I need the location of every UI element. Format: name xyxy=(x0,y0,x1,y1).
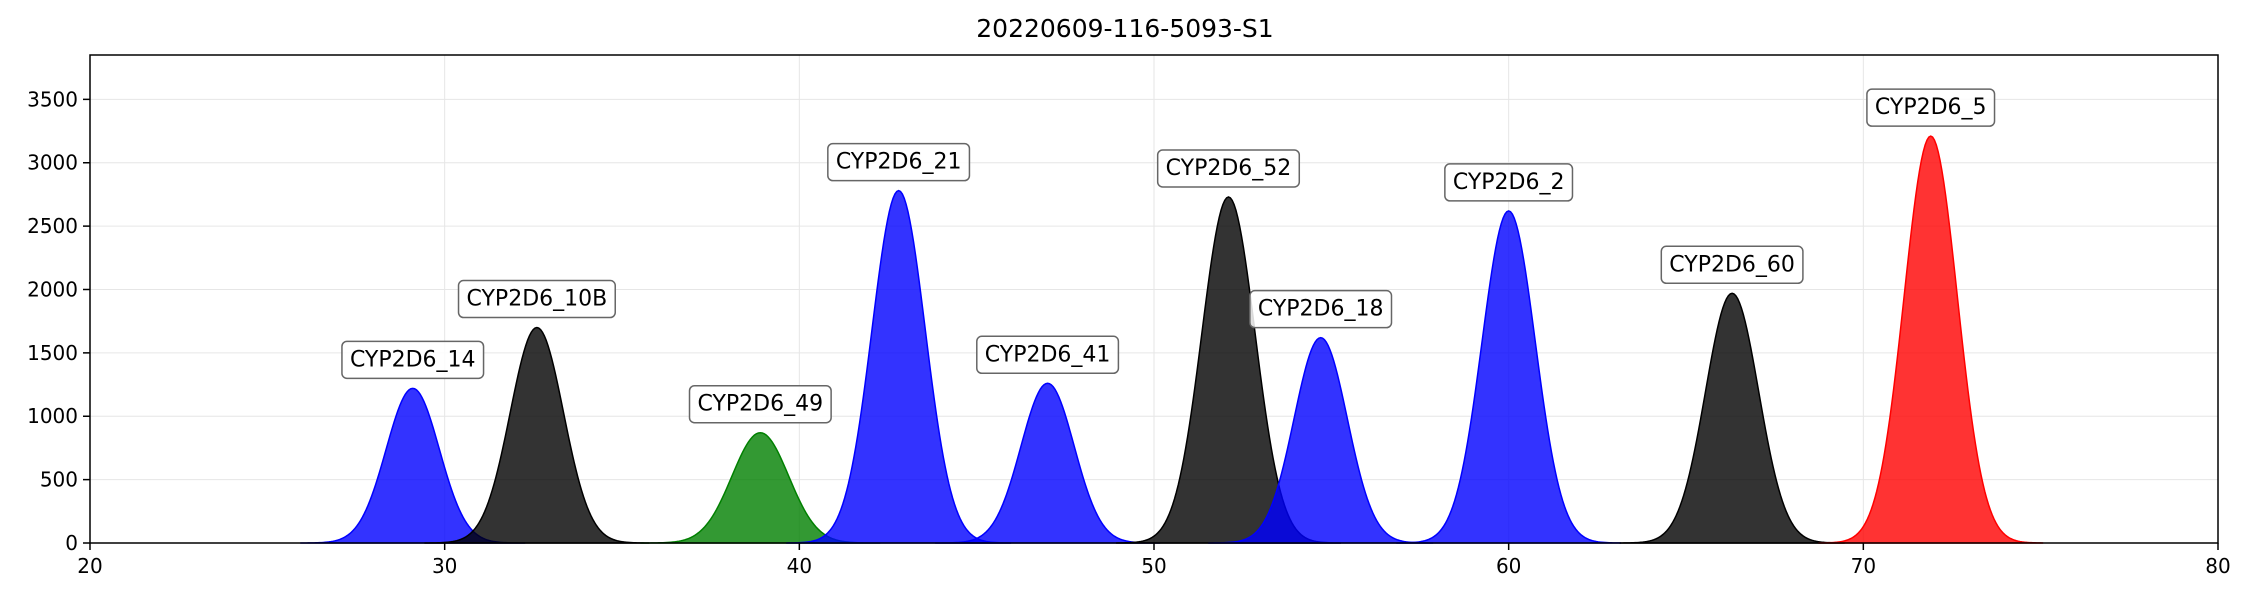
peak-label-box xyxy=(688,384,832,424)
x-tick-label: 60 xyxy=(1496,554,1521,578)
peak-label-box xyxy=(1249,289,1393,329)
y-tick-label: 2000 xyxy=(27,277,78,301)
peak-label-text: CYP2D6_52 xyxy=(1166,156,1292,181)
peak-area xyxy=(935,382,1161,544)
peak-label: CYP2D6_2 xyxy=(1444,163,1574,202)
peak-area xyxy=(1208,336,1434,544)
peak-label-text: CYP2D6_14 xyxy=(350,347,476,372)
y-tick-label: 0 xyxy=(65,531,78,555)
chart-title: 20220609-116-5093-S1 xyxy=(976,14,1274,43)
peak-label-box xyxy=(457,279,616,319)
x-tick-label: 40 xyxy=(787,554,812,578)
peak-label-box xyxy=(1156,149,1301,188)
peak-area xyxy=(786,189,1012,544)
x-tick-label: 50 xyxy=(1141,554,1166,578)
peak-area xyxy=(1396,210,1622,544)
peak-label-text: CYP2D6_49 xyxy=(698,392,824,417)
peak-labels: CYP2D6_14 CYP2D6_10B CYP2D6_49 CYP2D6_21 CYP… xyxy=(341,88,1996,424)
y-tick-label: 1500 xyxy=(27,341,78,365)
peak-label: CYP2D6_5 xyxy=(1866,88,1996,127)
y-tick-label: 500 xyxy=(40,468,78,492)
y-tick-label: 3000 xyxy=(27,151,78,175)
peak-label: CYP2D6_60 xyxy=(1660,245,1804,285)
peak-label-box xyxy=(1660,245,1804,285)
peak-label-box xyxy=(827,142,971,182)
peak-label-text: CYP2D6_10B xyxy=(467,287,608,312)
peak-label-text: CYP2D6_21 xyxy=(836,150,962,175)
peak-label: CYP2D6_10B xyxy=(457,279,616,319)
peak-label: CYP2D6_41 xyxy=(976,335,1120,375)
peak-area xyxy=(1818,135,2044,544)
peak-label-box xyxy=(976,335,1120,375)
peak-label-box xyxy=(1866,88,1996,127)
peaks xyxy=(300,135,2044,544)
peak-label: CYP2D6_18 xyxy=(1249,289,1393,329)
axis-ticks: 20 30 40 50 60 70 80 0 500 1000 1500 2000 2500 3000 35… xyxy=(27,87,2231,578)
peak-label: CYP2D6_14 xyxy=(341,340,485,380)
peak-label: CYP2D6_52 xyxy=(1156,149,1301,188)
peak-label: CYP2D6_49 xyxy=(688,384,832,424)
peak-label-text: CYP2D6_5 xyxy=(1875,95,1987,120)
peak-label-text: CYP2D6_60 xyxy=(1669,252,1795,277)
peak-label-text: CYP2D6_2 xyxy=(1453,170,1565,195)
x-tick-label: 80 xyxy=(2205,554,2230,578)
peak-label-text: CYP2D6_18 xyxy=(1258,297,1384,322)
y-tick-label: 2500 xyxy=(27,214,78,238)
y-tick-label: 1000 xyxy=(27,404,78,428)
peak-label-text: CYP2D6_41 xyxy=(985,342,1111,367)
x-tick-label: 30 xyxy=(432,554,457,578)
peak-label-box xyxy=(1444,163,1574,202)
x-tick-label: 20 xyxy=(77,554,102,578)
y-tick-label: 3500 xyxy=(27,87,78,111)
peak-area xyxy=(1619,292,1845,544)
peak-label: CYP2D6_21 xyxy=(827,142,971,182)
peak-label-box xyxy=(341,340,485,380)
x-tick-label: 70 xyxy=(1851,554,1876,578)
peak-area xyxy=(424,326,650,544)
